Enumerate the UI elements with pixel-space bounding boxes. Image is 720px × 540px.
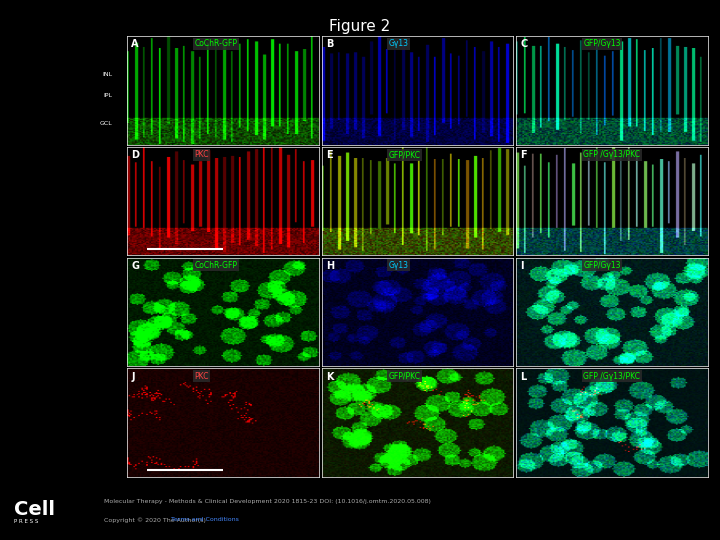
Text: I: I (520, 261, 523, 271)
Text: GFP/PKC: GFP/PKC (389, 372, 421, 381)
Text: J: J (131, 372, 135, 382)
Text: C: C (520, 39, 527, 50)
Text: CoChR-GFP: CoChR-GFP (194, 261, 238, 270)
Text: Gγ13: Gγ13 (389, 261, 409, 270)
Text: K: K (325, 372, 333, 382)
Text: Cell: Cell (14, 500, 55, 518)
Text: PKC: PKC (194, 150, 209, 159)
Text: Molecular Therapy - Methods & Clinical Development 2020 1815-23 DOI: (10.1016/j.: Molecular Therapy - Methods & Clinical D… (104, 500, 431, 504)
Text: GFP /Gγ13/PKC: GFP /Gγ13/PKC (583, 150, 640, 159)
Text: GFP /Gγ13/PKC: GFP /Gγ13/PKC (583, 372, 640, 381)
Text: P R E S S: P R E S S (14, 519, 39, 524)
Text: F: F (520, 150, 527, 160)
Text: GCL: GCL (99, 120, 112, 125)
Text: A: A (131, 39, 139, 50)
Text: L: L (520, 372, 526, 382)
Text: GFP/Gγ13: GFP/Gγ13 (583, 39, 621, 49)
Text: GFP/Gγ13: GFP/Gγ13 (583, 261, 621, 270)
Text: G: G (131, 261, 139, 271)
Text: Figure 2: Figure 2 (329, 19, 391, 34)
Text: PKC: PKC (194, 372, 209, 381)
Text: Gγ13: Gγ13 (389, 39, 409, 49)
Text: E: E (325, 150, 333, 160)
Text: B: B (325, 39, 333, 50)
Text: INL: INL (102, 72, 112, 77)
Text: H: H (325, 261, 334, 271)
Text: Copyright © 2020 The Author(s): Copyright © 2020 The Author(s) (104, 517, 210, 523)
Text: Terms and Conditions: Terms and Conditions (171, 517, 239, 522)
Text: CoChR-GFP: CoChR-GFP (194, 39, 238, 49)
Text: D: D (131, 150, 139, 160)
Text: IPL: IPL (103, 93, 112, 98)
Text: GFP/PKC: GFP/PKC (389, 150, 421, 159)
